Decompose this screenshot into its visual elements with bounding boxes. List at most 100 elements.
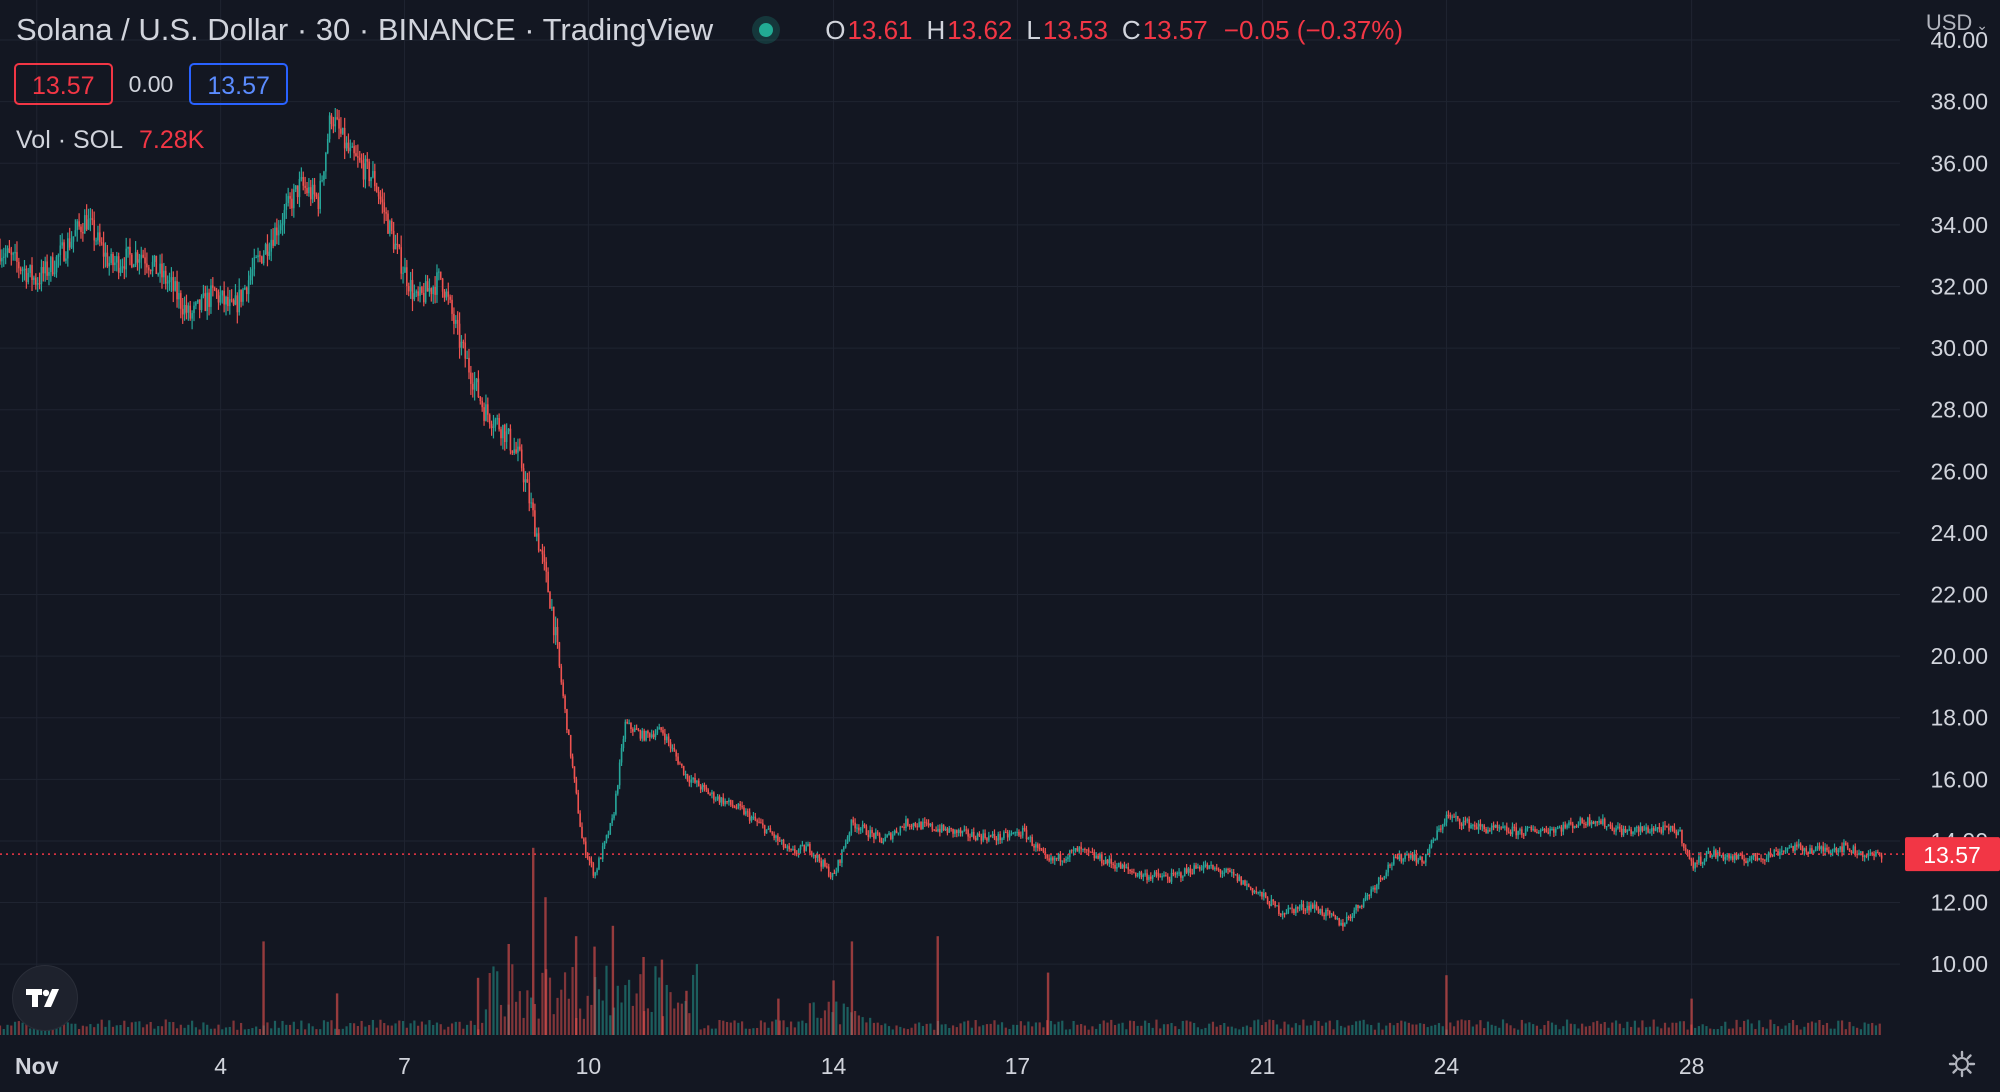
candle-body [931,823,934,830]
volume-bar [25,1022,28,1035]
y-tick-label: 16.00 [1930,766,1988,792]
candle-body [125,248,127,270]
volume-bar [1437,1023,1441,1035]
candle-body [688,779,691,783]
candle-body [0,249,1,262]
volume-bar [1761,1027,1765,1035]
candle-body [471,383,474,390]
volume-bar [1358,1020,1361,1035]
gear-icon[interactable] [1948,1050,1976,1078]
tradingview-logo-icon[interactable] [12,965,78,1031]
candle-body [937,828,939,832]
volume-bar [1162,1024,1166,1035]
candle-body [1639,826,1642,832]
volume-bar [1019,1021,1022,1035]
candle-body [500,429,502,439]
candle-body [121,266,124,268]
candle-body [1244,880,1246,886]
candle-body [4,253,7,257]
candle-body [1155,872,1158,874]
candle-body [566,709,568,731]
candle-body [650,734,653,738]
candle-body [1033,845,1035,848]
candle-body [456,319,459,324]
candle-body [1722,854,1725,860]
volume-bar [1128,1020,1132,1035]
candle-body [1547,832,1550,834]
candle-body [667,736,670,743]
candle-body [228,299,231,307]
candle-body [696,780,698,783]
candle-body [411,279,414,300]
volume-bar [914,1023,917,1035]
high-label: H [926,14,946,45]
candle-body [850,819,853,833]
volume-bar [62,1024,66,1035]
volume-bar [1027,1021,1030,1035]
candle-body [827,866,830,877]
candle-body [487,404,489,415]
symbol-title[interactable]: Solana / U.S. Dollar · 30 · BINANCE · Tr… [16,12,714,47]
candle-body [1212,864,1214,870]
candle-body [185,304,188,313]
volume-bar [1136,1025,1139,1035]
volume-bar [89,1024,92,1035]
volume-bar [1426,1027,1429,1035]
volume-bar [70,1023,73,1035]
candle-body [166,282,169,284]
candle-body [1417,859,1420,863]
volume-bar [1607,1027,1610,1035]
volume-bar [921,1025,925,1035]
candle-body [873,833,875,839]
candle-body [1656,827,1659,829]
volume-bar [1844,1029,1847,1035]
candle-body [656,729,659,734]
volume-bar [1735,1019,1738,1035]
candle-body [803,845,806,852]
candle-body [1558,827,1561,829]
volume-bar [1731,1028,1734,1035]
candle-body [1266,897,1269,905]
volume-bar [1535,1025,1539,1035]
volume-bar [1449,1022,1452,1035]
candle-body [1091,851,1094,853]
candle-body [792,849,794,851]
volume-bar [304,1029,307,1035]
volume-bar [1343,1027,1346,1035]
candle-body [615,793,617,815]
candle-body [1684,848,1687,851]
volume-bar [130,1022,133,1035]
candle-body [1274,901,1276,907]
candle-body [345,142,348,149]
candle-body [831,872,834,877]
candle-body [83,215,86,234]
candle-body [268,251,271,256]
volume-bar [401,1021,405,1035]
candle-body [1308,905,1310,911]
candle-body [208,292,210,307]
candle-body [571,756,574,767]
candle-body [526,479,529,483]
volume-bar [1622,1028,1625,1035]
market-status-icon[interactable] [759,23,774,37]
volume-bar [1822,1025,1825,1035]
candle-body [622,738,625,749]
candle-body [1053,857,1056,861]
candle-body [1854,846,1857,854]
volume-legend[interactable]: Vol · SOL 7.28K [16,122,204,158]
volume-bar [1328,1020,1331,1035]
candle-body [347,142,350,152]
sell-button[interactable]: 13.57 [14,63,113,105]
volume-bar [1460,1019,1463,1035]
volume-bar [1144,1020,1147,1035]
volume-bar [1856,1027,1859,1035]
candle-body [1436,830,1438,840]
candle-body [1319,909,1322,914]
candle-body [176,281,178,300]
volume-bar [767,1027,770,1035]
volume-bar [1287,1024,1290,1035]
candle-body [85,215,88,230]
buy-button[interactable]: 13.57 [189,63,288,105]
currency-selector[interactable]: USD ⌄ [1926,10,1988,36]
